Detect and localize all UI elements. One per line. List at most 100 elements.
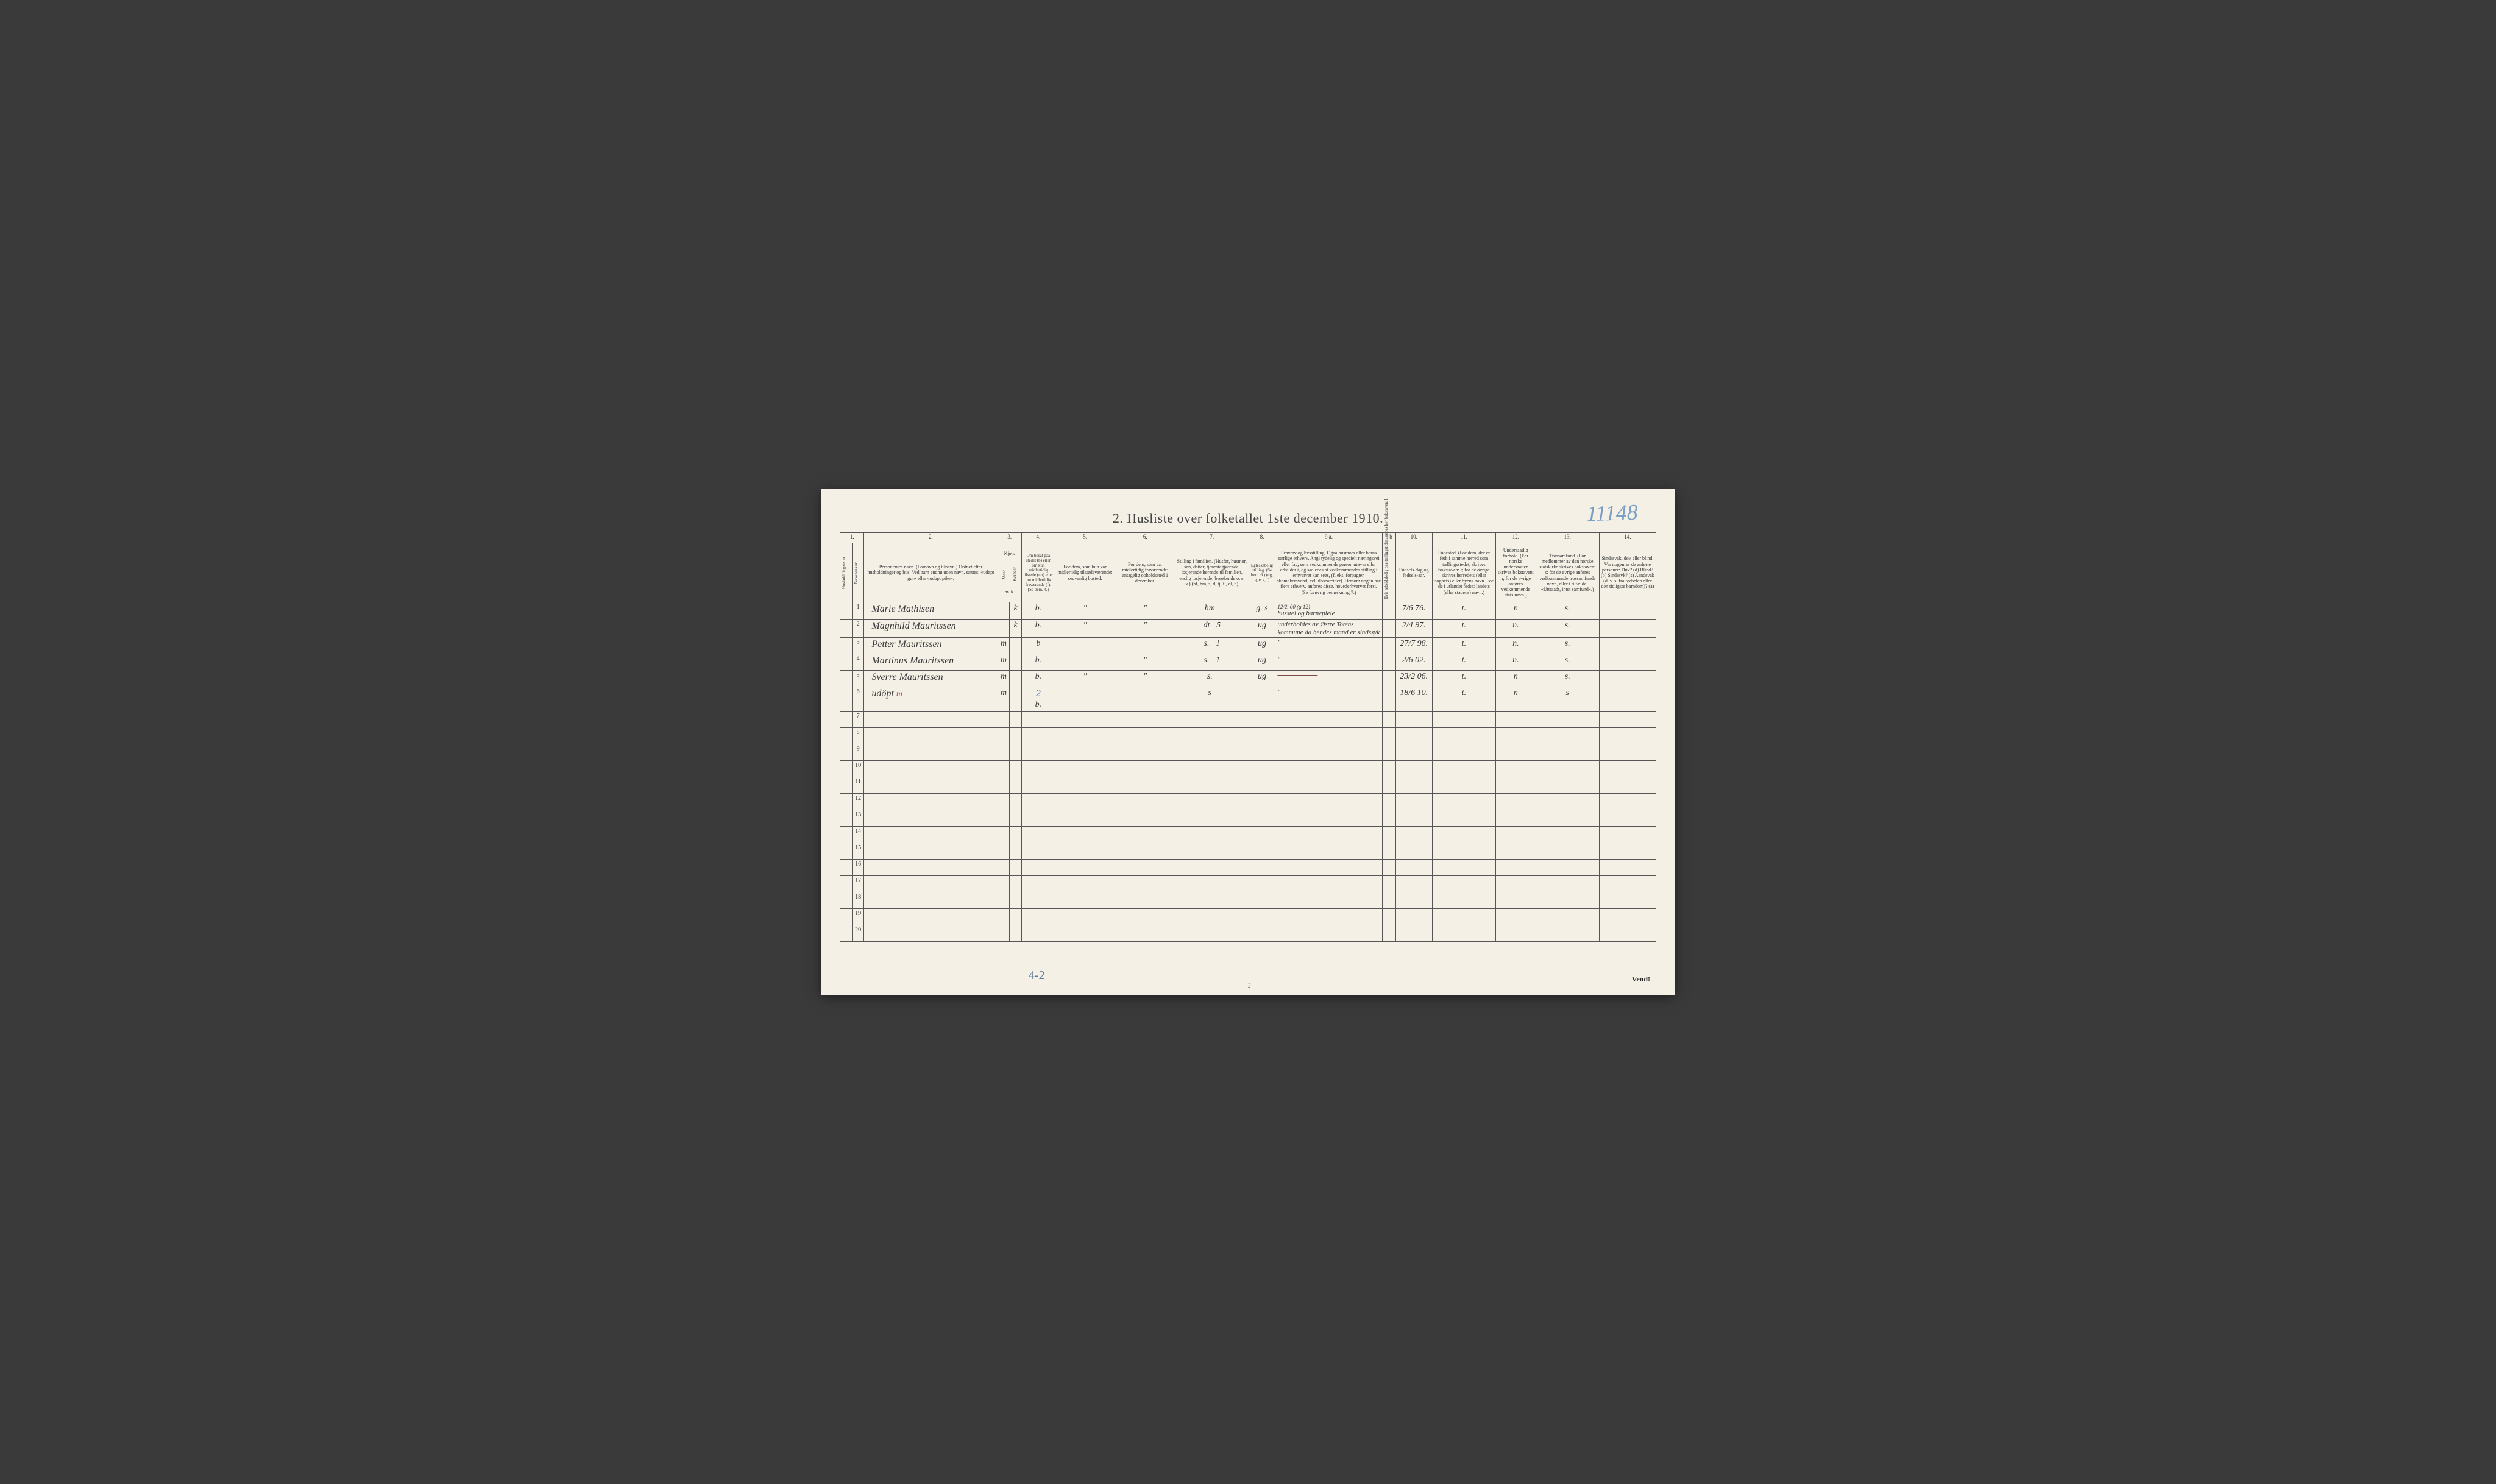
cell-sex-m (998, 875, 1010, 892)
cell-family-pos (1175, 826, 1249, 843)
cell-nationality (1495, 711, 1536, 727)
cell-name (864, 744, 998, 760)
cell-nationality (1495, 875, 1536, 892)
cell-residence (1022, 744, 1055, 760)
cell-disability (1599, 654, 1656, 671)
cell-occupation: " (1275, 687, 1382, 711)
cell-disability (1599, 711, 1656, 727)
cell-birthdate (1395, 744, 1432, 760)
cell-c6 (1115, 875, 1175, 892)
row-household-nr (840, 875, 853, 892)
cell-unemployed (1382, 777, 1395, 793)
cell-residence (1022, 859, 1055, 875)
hdr-unemployed: Hvis arbeidsledig paa tællingstiden, sæt… (1382, 543, 1395, 602)
cell-sex-k (1010, 810, 1022, 826)
colnum-8: 8. (1249, 533, 1275, 543)
census-page: 11148 2. Husliste over folketallet 1ste … (821, 489, 1675, 995)
cell-sex-m: m (998, 687, 1010, 711)
table-row: 20 (840, 925, 1656, 941)
colnum-5: 5. (1055, 533, 1115, 543)
cell-birthdate (1395, 859, 1432, 875)
row-person-nr: 1 (852, 602, 864, 620)
colnum-13: 13. (1536, 533, 1599, 543)
cell-family-pos (1175, 777, 1249, 793)
cell-birthdate (1395, 826, 1432, 843)
cell-unemployed (1382, 925, 1395, 941)
row-household-nr (840, 602, 853, 620)
cell-c5 (1055, 638, 1115, 654)
cell-unemployed (1382, 875, 1395, 892)
cell-occupation (1275, 908, 1382, 925)
cell-sex-m (998, 826, 1010, 843)
cell-residence (1022, 925, 1055, 941)
cell-religion (1536, 859, 1599, 875)
cell-religion (1536, 793, 1599, 810)
row-household-nr (840, 654, 853, 671)
cell-sex-m (998, 727, 1010, 744)
cell-family-pos (1175, 925, 1249, 941)
column-number-row: 1. 2. 3. 4. 5. 6. 7. 8. 9 a. 9 b 10. 11.… (840, 533, 1656, 543)
row-household-nr (840, 671, 853, 687)
cell-family-pos: dt 5 (1175, 619, 1249, 637)
row-person-nr: 8 (852, 727, 864, 744)
table-row: 7 (840, 711, 1656, 727)
colnum-11: 11. (1432, 533, 1495, 543)
cell-family-pos (1175, 908, 1249, 925)
cell-marital (1249, 744, 1275, 760)
cell-sex-m (998, 619, 1010, 637)
cell-family-pos (1175, 727, 1249, 744)
cell-birthdate: 18/6 10. (1395, 687, 1432, 711)
cell-c5: " (1055, 602, 1115, 620)
row-person-nr: 2 (852, 619, 864, 637)
row-person-nr: 4 (852, 654, 864, 671)
cell-birthdate (1395, 777, 1432, 793)
colnum-10: 10. (1395, 533, 1432, 543)
cell-disability (1599, 892, 1656, 908)
cell-birthdate: 23/2 06. (1395, 671, 1432, 687)
cell-name (864, 875, 998, 892)
cell-name (864, 925, 998, 941)
cell-unemployed (1382, 671, 1395, 687)
cell-sex-m (998, 810, 1010, 826)
cell-religion (1536, 810, 1599, 826)
cell-occupation: " (1275, 638, 1382, 654)
cell-disability (1599, 619, 1656, 637)
cell-disability (1599, 638, 1656, 654)
cell-family-pos (1175, 810, 1249, 826)
colnum-2: 2. (864, 533, 998, 543)
colnum-12: 12. (1495, 533, 1536, 543)
cell-marital: g. s (1249, 602, 1275, 620)
cell-nationality (1495, 744, 1536, 760)
colnum-1: 1. (840, 533, 864, 543)
cell-unemployed (1382, 602, 1395, 620)
cell-birthplace (1432, 793, 1495, 810)
cell-religion (1536, 925, 1599, 941)
cell-nationality (1495, 925, 1536, 941)
cell-disability (1599, 602, 1656, 620)
cell-disability (1599, 760, 1656, 777)
cell-unemployed (1382, 619, 1395, 637)
cell-name (864, 892, 998, 908)
cell-marital: ug (1249, 654, 1275, 671)
cell-religion (1536, 777, 1599, 793)
cell-nationality (1495, 793, 1536, 810)
cell-family-pos: hm (1175, 602, 1249, 620)
row-household-nr (840, 638, 853, 654)
cell-c5 (1055, 793, 1115, 810)
table-row: 17 (840, 875, 1656, 892)
table-row: 19 (840, 908, 1656, 925)
cell-sex-m: m (998, 671, 1010, 687)
table-row: 2Magnhild Mauritssenkb.""dt 5ugunderhold… (840, 619, 1656, 637)
table-row: 3Petter Mauritssenmbs. 1ug"27/7 98.t.n.s… (840, 638, 1656, 654)
row-household-nr (840, 859, 853, 875)
cell-occupation (1275, 925, 1382, 941)
cell-marital (1249, 810, 1275, 826)
cell-occupation: ―――――― (1275, 671, 1382, 687)
row-person-nr: 14 (852, 826, 864, 843)
cell-residence (1022, 793, 1055, 810)
cell-residence: b. (1022, 671, 1055, 687)
hdr-temporary-absent: For dem, som var midlertidig fraværende:… (1115, 543, 1175, 602)
colnum-9a: 9 a. (1275, 533, 1382, 543)
cell-religion (1536, 826, 1599, 843)
cell-birthdate: 2/4 97. (1395, 619, 1432, 637)
